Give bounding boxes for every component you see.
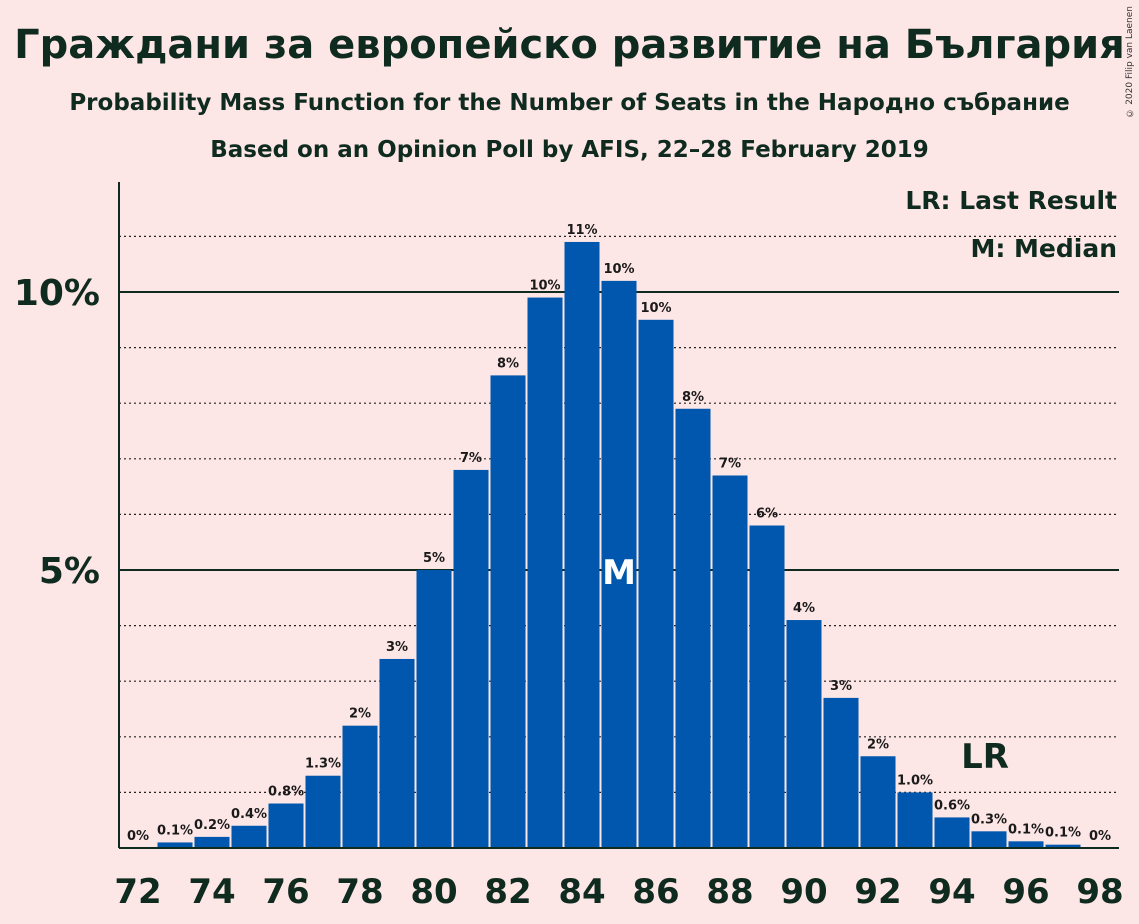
- bar-value-label: 6%: [756, 507, 778, 522]
- bar-seat-80: [416, 570, 452, 848]
- bar-seat-74: [194, 836, 230, 848]
- bar-value-label: 4%: [793, 601, 815, 616]
- bar-seat-88: [712, 475, 748, 848]
- bar-seat-97: [1045, 844, 1081, 848]
- bar-value-label: 0.4%: [231, 807, 267, 822]
- bar-value-label: 0.1%: [1008, 822, 1044, 837]
- bar-seat-87: [675, 408, 711, 848]
- x-tick-label: 78: [336, 872, 383, 912]
- bar-seat-96: [1008, 841, 1044, 848]
- bar-value-label: 8%: [497, 356, 519, 371]
- legend-last-result: LR: Last Result: [905, 186, 1117, 215]
- bar-value-label: 2%: [349, 707, 371, 722]
- bar-value-label: 0%: [1089, 829, 1111, 844]
- bar-value-label: 0.3%: [971, 812, 1007, 827]
- bar-seat-76: [268, 803, 304, 848]
- bar-value-label: 8%: [682, 390, 704, 405]
- x-tick-label: 74: [188, 872, 235, 912]
- bar-seat-93: [897, 792, 933, 848]
- bar-value-label: 10%: [603, 262, 634, 277]
- bar-seat-77: [305, 775, 341, 848]
- bar-seat-83: [527, 297, 563, 848]
- bar-seat-89: [749, 525, 785, 848]
- bar-value-label: 0.1%: [1045, 826, 1081, 841]
- y-tick-label: 5%: [39, 551, 100, 592]
- bar-seat-90: [786, 620, 822, 848]
- x-tick-label: 82: [484, 872, 531, 912]
- x-tick-label: 76: [262, 872, 309, 912]
- last-result-marker: LR: [961, 737, 1009, 777]
- bar-value-label: 7%: [719, 456, 741, 471]
- x-tick-label: 90: [780, 872, 827, 912]
- bar-seat-79: [379, 658, 415, 848]
- x-tick-label: 84: [558, 872, 605, 912]
- bar-value-label: 3%: [386, 640, 408, 655]
- bar-seat-73: [157, 842, 193, 848]
- bar-value-label: 11%: [566, 223, 597, 238]
- chart-source-line: Based on an Opinion Poll by AFIS, 22–28 …: [210, 137, 929, 163]
- chart-title: Граждани за европейско развитие на Бълга…: [14, 22, 1125, 68]
- median-marker: M: [602, 553, 636, 593]
- bar-value-label: 0.6%: [934, 798, 970, 813]
- bar-seat-85: [601, 280, 637, 848]
- bar-seat-82: [490, 375, 526, 848]
- x-tick-label: 92: [854, 872, 901, 912]
- bar-value-label: 10%: [529, 279, 560, 294]
- bar-value-label: 0%: [127, 829, 149, 844]
- bar-seat-78: [342, 725, 378, 848]
- bar-value-label: 1.0%: [897, 773, 933, 788]
- bar-value-label: 0.1%: [157, 823, 193, 838]
- bar-seat-81: [453, 469, 489, 848]
- y-tick-label: 10%: [14, 273, 100, 314]
- bar-seat-75: [231, 825, 267, 848]
- bar-seat-86: [638, 319, 674, 848]
- x-tick-label: 88: [706, 872, 753, 912]
- x-tick-label: 96: [1002, 872, 1049, 912]
- chart-subtitle: Probability Mass Function for the Number…: [69, 90, 1070, 116]
- bar-seat-84: [564, 241, 600, 848]
- bar-value-label: 5%: [423, 551, 445, 566]
- bar-seat-91: [823, 697, 859, 848]
- bar-seat-94: [934, 817, 970, 848]
- bar-value-label: 10%: [640, 301, 671, 316]
- x-tick-label: 80: [410, 872, 457, 912]
- bar-value-label: 2%: [867, 737, 889, 752]
- bar-value-label: 3%: [830, 679, 852, 694]
- x-tick-label: 72: [114, 872, 161, 912]
- bar-value-label: 0.8%: [268, 785, 304, 800]
- x-tick-label: 98: [1076, 872, 1123, 912]
- bar-value-label: 0.2%: [194, 818, 230, 833]
- bar-value-label: 1.3%: [305, 757, 341, 772]
- legend-median: M: Median: [970, 234, 1117, 263]
- x-tick-label: 86: [632, 872, 679, 912]
- x-tick-label: 94: [928, 872, 975, 912]
- bar-seat-92: [860, 756, 896, 848]
- bar-value-label: 7%: [460, 451, 482, 466]
- bar-seat-95: [971, 831, 1007, 848]
